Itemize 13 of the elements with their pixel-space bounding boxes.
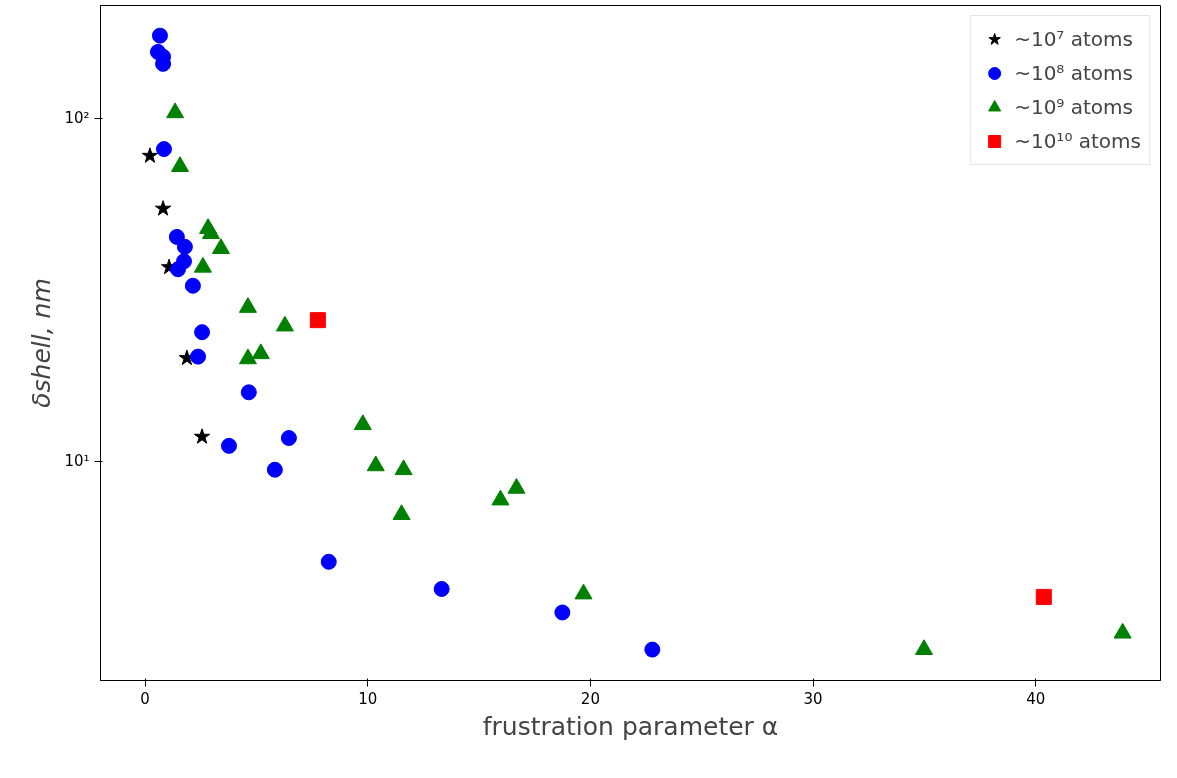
legend-label: ~10¹⁰ atoms	[1014, 129, 1141, 153]
x-tick-label: 30	[803, 689, 823, 708]
x-axis-title: frustration parameter α	[482, 711, 779, 741]
legend-label: ~10⁸ atoms	[1014, 61, 1133, 85]
legend-label: ~10⁹ atoms	[1014, 95, 1133, 119]
y-tick-label: 10¹	[64, 452, 90, 471]
y-tick-label: 10²	[64, 109, 90, 128]
y-axis-title: δshell, nm	[27, 278, 57, 408]
x-tick-label: 0	[140, 689, 150, 708]
legend-label: ~10⁷ atoms	[1014, 27, 1133, 51]
x-tick-label: 40	[1026, 689, 1046, 708]
x-tick-label: 20	[580, 689, 600, 708]
x-tick-label: 10	[358, 689, 378, 708]
